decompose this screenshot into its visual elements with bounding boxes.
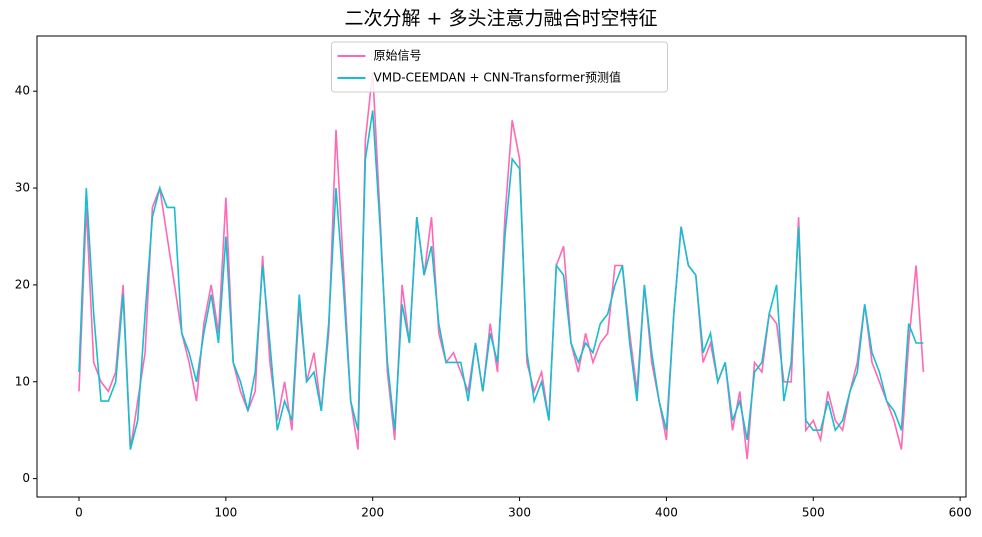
legend: 原始信号 VMD-CEEMDAN + CNN-Transformer预测值	[331, 41, 668, 93]
legend-label: VMD-CEEMDAN + CNN-Transformer预测值	[374, 70, 622, 85]
x-tick-label: 500	[802, 506, 825, 520]
chart-title: 二次分解 + 多头注意力融合时空特征	[345, 8, 658, 30]
x-tick-label: 200	[361, 506, 384, 520]
y-tick-label: 10	[15, 374, 30, 388]
x-tick-label: 100	[214, 506, 237, 520]
y-tick-label: 40	[15, 84, 30, 98]
x-tick-label: 400	[655, 506, 678, 520]
legend-box	[331, 41, 668, 93]
y-tick-label: 20	[15, 277, 30, 291]
y-tick-label: 30	[15, 181, 30, 195]
x-tick-label: 300	[508, 506, 531, 520]
plot-frame	[36, 35, 967, 498]
legend-label: 原始信号	[374, 49, 422, 63]
y-tick-label: 0	[22, 471, 30, 485]
x-tick-label: 0	[75, 506, 83, 520]
series-line	[78, 110, 924, 450]
x-tick-label: 600	[949, 506, 972, 520]
